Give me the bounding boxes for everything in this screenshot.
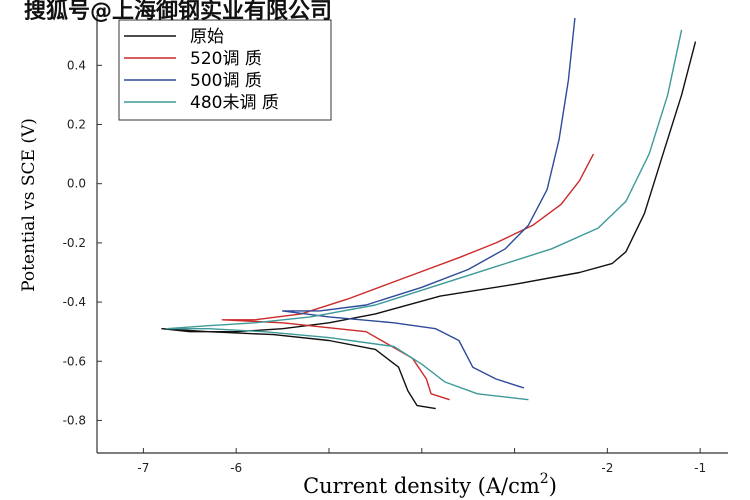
x-axis-label: Current density (A/cm2) [303, 471, 557, 498]
y-axis-ticks: -0.8 -0.6 -0.4 -0.2 0.0 0.2 0.4 [63, 58, 102, 427]
y-tick-label: -0.6 [63, 354, 86, 368]
y-tick-label: 0.2 [67, 118, 86, 132]
x-tick-label: -7 [137, 461, 149, 475]
x-tick-label: -2 [601, 461, 613, 475]
y-tick-label: -0.8 [63, 413, 86, 427]
y-tick-label: -0.4 [63, 295, 86, 309]
series-line-3 [281, 17, 576, 389]
x-tick-label: -6 [230, 461, 242, 475]
y-tick-label: 0.4 [67, 58, 86, 72]
legend-label-2: 520调 质 [190, 49, 262, 69]
x-axis-label-superscript: 2 [540, 471, 549, 487]
x-axis-ticks: -7 -6 -2 -1 [137, 448, 706, 475]
series-line-4 [165, 29, 683, 401]
legend-label-1: 原始 [190, 27, 224, 47]
x-tick-label: -1 [694, 461, 706, 475]
y-tick-label: 0.0 [67, 177, 86, 191]
watermark: 搜狐号@上海御钢实业有限公司 [24, 0, 332, 24]
series-line-1 [161, 41, 697, 410]
legend-label-4: 480未调 质 [190, 93, 279, 113]
y-tick-label: -0.2 [63, 236, 86, 250]
y-axis-label: Potential vs SCE (V) [19, 118, 39, 292]
legend-label-3: 500调 质 [190, 71, 262, 91]
series-layer [161, 17, 697, 410]
